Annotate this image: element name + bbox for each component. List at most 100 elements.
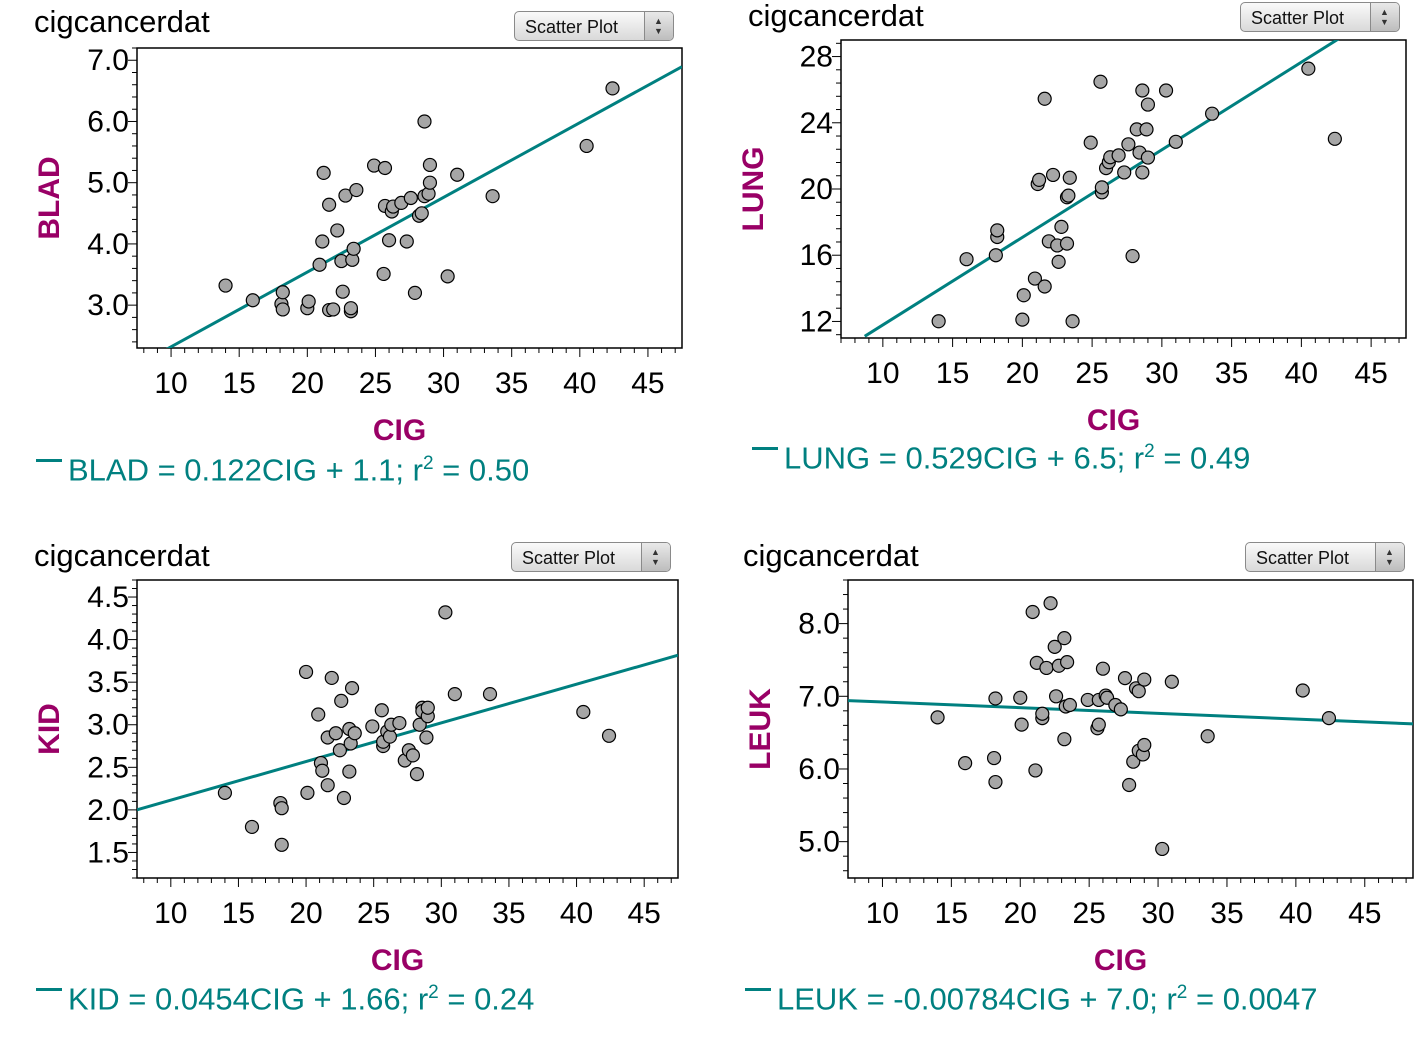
data-point xyxy=(412,717,427,732)
data-point xyxy=(1060,655,1075,670)
x-tick-label: 30 xyxy=(1141,897,1174,930)
data-point xyxy=(414,206,429,221)
regression-line xyxy=(137,653,678,812)
data-point xyxy=(1121,137,1136,152)
panel-title: cigcancerdat xyxy=(743,538,919,573)
data-point xyxy=(1048,689,1064,704)
y-tick-label: 3.0 xyxy=(87,709,129,742)
data-point xyxy=(1295,683,1310,698)
panel-title: cigcancerdat xyxy=(748,0,924,33)
data-point xyxy=(405,748,421,763)
data-point xyxy=(328,726,343,741)
data-point xyxy=(1062,170,1077,185)
x-tick-label: 20 xyxy=(291,367,324,400)
y-axis-title: LUNG xyxy=(737,147,770,232)
data-point xyxy=(1083,135,1098,150)
x-axis: 10 15 20 25 30 35 40 45 xyxy=(143,878,672,930)
data-point xyxy=(1054,219,1069,235)
data-point xyxy=(1168,134,1183,149)
data-point xyxy=(1327,131,1342,146)
data-point xyxy=(1025,604,1040,620)
data-point xyxy=(320,778,335,793)
data-point xyxy=(440,269,455,284)
y-axis: 5.0 6.0 7.0 8.0 xyxy=(798,579,848,872)
data-point xyxy=(374,703,389,718)
data-points xyxy=(930,596,1337,857)
y-tick-label: 2.0 xyxy=(87,794,129,827)
dropdown-label: Scatter Plot xyxy=(1256,548,1350,568)
data-point xyxy=(335,284,350,299)
scatter-chart-leuk: 10 15 20 25 30 35 40 45 5.0 6.0 7.0 8.0 CIG LEUK xyxy=(744,579,1414,977)
x-tick-label: 45 xyxy=(1354,357,1387,390)
data-point xyxy=(403,190,418,206)
panel-title: cigcancerdat xyxy=(34,4,210,39)
x-tick-label: 40 xyxy=(563,367,596,400)
data-point xyxy=(1015,312,1030,327)
data-point xyxy=(275,302,290,317)
data-point xyxy=(330,223,345,238)
data-point xyxy=(298,664,314,680)
data-point xyxy=(601,728,617,743)
y-tick-label: 28 xyxy=(800,41,833,74)
x-tick-label: 25 xyxy=(357,897,390,930)
data-point xyxy=(1139,122,1154,137)
plot-frame xyxy=(847,579,1414,879)
dropdown-label: Scatter Plot xyxy=(522,548,616,568)
x-tick-label: 25 xyxy=(359,367,392,400)
data-point xyxy=(274,801,289,816)
x-tick-label: 15 xyxy=(223,367,256,400)
y-tick-label: 7.0 xyxy=(87,44,129,77)
y-axis: 1.5 2.0 2.5 3.0 3.5 4.0 4.5 xyxy=(87,579,137,879)
data-point xyxy=(930,710,945,725)
data-point xyxy=(447,686,462,702)
data-point xyxy=(344,681,360,696)
dropdown-arrows-icon[interactable]: ▲ ▼ xyxy=(1370,3,1399,31)
dropdown-arrows-icon[interactable]: ▲ ▼ xyxy=(1375,543,1404,571)
data-point xyxy=(347,726,362,741)
regression-equation: LEUK = -0.00784CIG + 7.0; r2 = 0.0047 xyxy=(745,983,1318,1014)
data-point xyxy=(1111,148,1126,163)
data-point xyxy=(1016,288,1031,303)
data-point xyxy=(1321,710,1337,726)
data-point xyxy=(1135,165,1150,180)
regression-equation: LUNG = 0.529CIG + 6.5; r2 = 0.49 xyxy=(752,442,1250,473)
data-point xyxy=(1028,763,1043,778)
plot-type-dropdown[interactable]: Scatter Plot ▲ ▼ xyxy=(514,11,674,41)
data-point xyxy=(959,252,974,267)
data-point xyxy=(381,233,397,248)
x-tick-label: 40 xyxy=(1285,357,1318,390)
y-tick-label: 5.0 xyxy=(87,167,129,200)
data-point xyxy=(245,293,260,308)
data-point xyxy=(1065,314,1080,329)
y-axis-title: LEUK xyxy=(744,688,777,770)
x-tick-label: 30 xyxy=(425,897,458,930)
y-tick-label: 4.5 xyxy=(87,581,129,614)
data-point xyxy=(301,294,316,309)
y-axis: 12 16 20 24 28 xyxy=(800,41,841,338)
x-tick-label: 45 xyxy=(628,897,661,930)
data-point xyxy=(326,302,341,317)
data-point xyxy=(1117,671,1133,686)
x-tick-label: 40 xyxy=(560,897,593,930)
data-point xyxy=(1137,672,1152,687)
x-tick-label: 40 xyxy=(1279,897,1312,930)
dropdown-arrows-icon[interactable]: ▲ ▼ xyxy=(641,543,670,571)
data-point xyxy=(420,700,435,715)
plot-type-dropdown[interactable]: Scatter Plot ▲ ▼ xyxy=(511,542,671,572)
x-tick-label: 25 xyxy=(1075,357,1108,390)
scatter-chart-kid: 10 15 20 25 30 35 40 45 1.5 2.0 2.5 3.0 3.5 4.0 4.5 CIG… xyxy=(33,579,679,977)
x-tick-label: 15 xyxy=(936,357,969,390)
data-point xyxy=(605,81,620,96)
plot-type-dropdown[interactable]: Scatter Plot ▲ ▼ xyxy=(1240,2,1400,32)
data-point xyxy=(365,719,380,734)
y-tick-label: 6.0 xyxy=(87,105,129,138)
data-point xyxy=(315,763,330,778)
data-point xyxy=(1047,639,1062,654)
y-tick-label: 3.0 xyxy=(87,289,129,322)
data-point xyxy=(275,285,290,300)
data-point xyxy=(1062,697,1077,713)
plot-type-dropdown[interactable]: Scatter Plot ▲ ▼ xyxy=(1245,542,1405,572)
data-point xyxy=(1091,717,1106,732)
regression-legend-line xyxy=(752,447,778,451)
dropdown-arrows-icon[interactable]: ▲ ▼ xyxy=(644,12,673,40)
